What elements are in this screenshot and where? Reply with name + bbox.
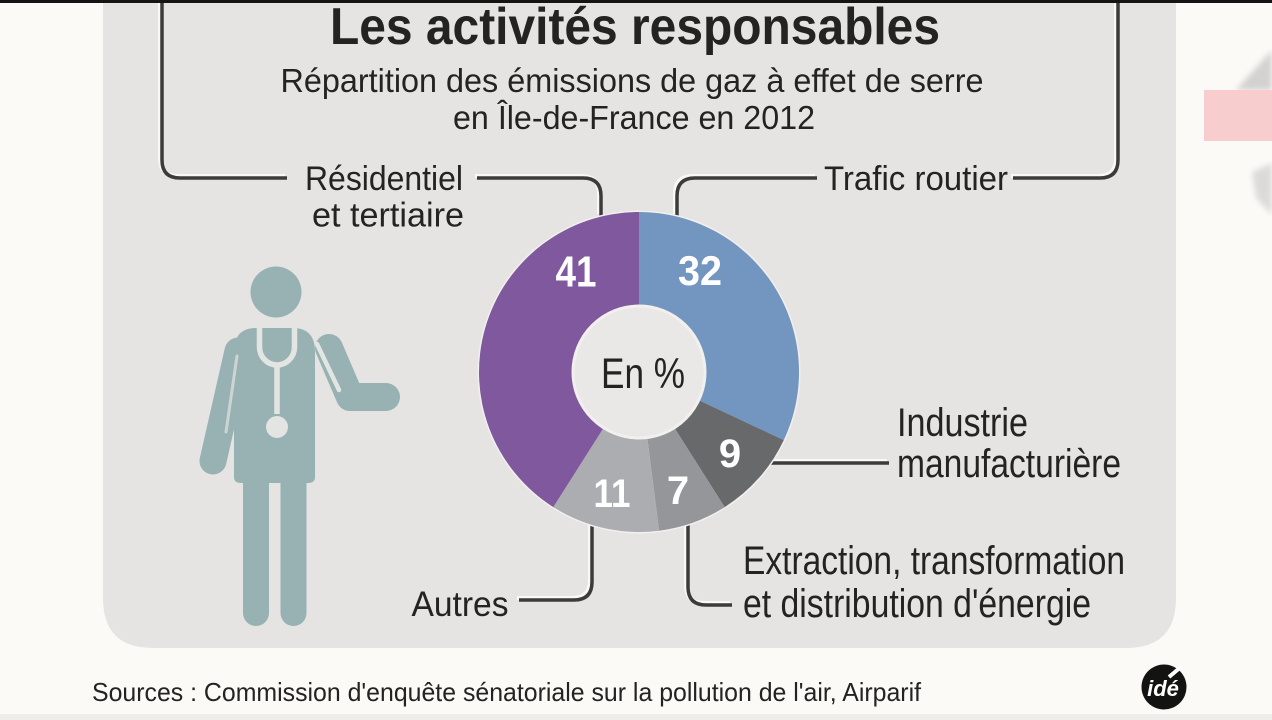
svg-text:9: 9 — [719, 432, 741, 476]
svg-text:Résidentiel: Résidentiel — [305, 160, 463, 198]
svg-text:Trafic routier: Trafic routier — [824, 160, 1008, 198]
svg-text:Répartition des émissions de g: Répartition des émissions de gaz à effet… — [281, 62, 984, 99]
svg-text:Autres: Autres — [412, 585, 509, 624]
svg-text:7: 7 — [667, 469, 689, 513]
svg-text:et distribution d'énergie: et distribution d'énergie — [743, 582, 1091, 626]
svg-text:en Île-de-France en 2012: en Île-de-France en 2012 — [453, 99, 815, 136]
svg-text:41: 41 — [556, 248, 597, 297]
svg-text:Extraction, transformation: Extraction, transformation — [743, 539, 1125, 583]
svg-text:Industrie: Industrie — [897, 401, 1028, 445]
svg-text:32: 32 — [678, 247, 722, 294]
svg-text:idé: idé — [1147, 676, 1179, 701]
svg-text:et tertiaire: et tertiaire — [312, 197, 464, 235]
svg-text:Les activités responsables: Les activités responsables — [330, 0, 940, 56]
svg-text:Sources : Commission d'enquête: Sources : Commission d'enquête sénatoria… — [92, 677, 922, 707]
svg-text:En %: En % — [601, 350, 685, 398]
svg-text:manufacturière: manufacturière — [897, 442, 1121, 486]
svg-text:11: 11 — [594, 472, 631, 516]
